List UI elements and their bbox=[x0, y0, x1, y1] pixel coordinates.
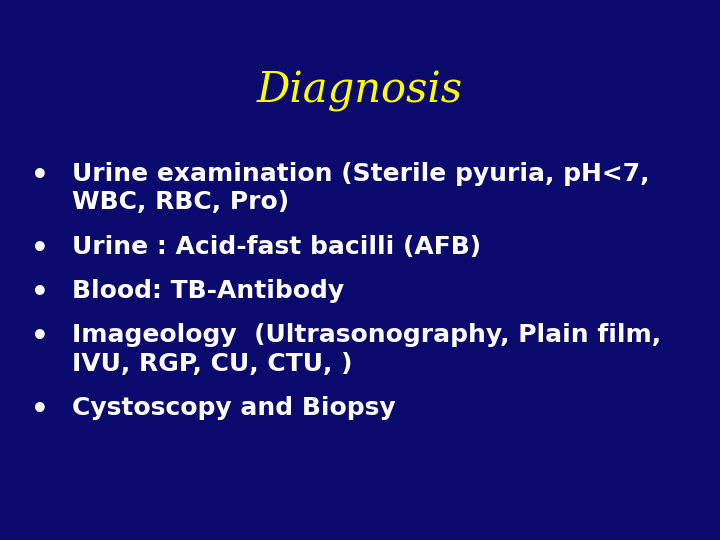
Text: Urine examination (Sterile pyuria, pH<7,: Urine examination (Sterile pyuria, pH<7, bbox=[72, 162, 649, 186]
Text: Urine : Acid-fast bacilli (AFB): Urine : Acid-fast bacilli (AFB) bbox=[72, 235, 481, 259]
Text: WBC, RBC, Pro): WBC, RBC, Pro) bbox=[72, 190, 289, 214]
Text: Diagnosis: Diagnosis bbox=[257, 70, 463, 112]
Text: •: • bbox=[31, 279, 48, 307]
Text: •: • bbox=[31, 396, 48, 424]
Text: •: • bbox=[31, 235, 48, 262]
Text: IVU, RGP, CU, CTU, ): IVU, RGP, CU, CTU, ) bbox=[72, 352, 353, 376]
Text: Blood: TB-Antibody: Blood: TB-Antibody bbox=[72, 279, 344, 303]
Text: Cystoscopy and Biopsy: Cystoscopy and Biopsy bbox=[72, 396, 395, 420]
Text: •: • bbox=[31, 323, 48, 352]
Text: •: • bbox=[31, 162, 48, 190]
Text: Imageology  (Ultrasonography, Plain film,: Imageology (Ultrasonography, Plain film, bbox=[72, 323, 661, 347]
